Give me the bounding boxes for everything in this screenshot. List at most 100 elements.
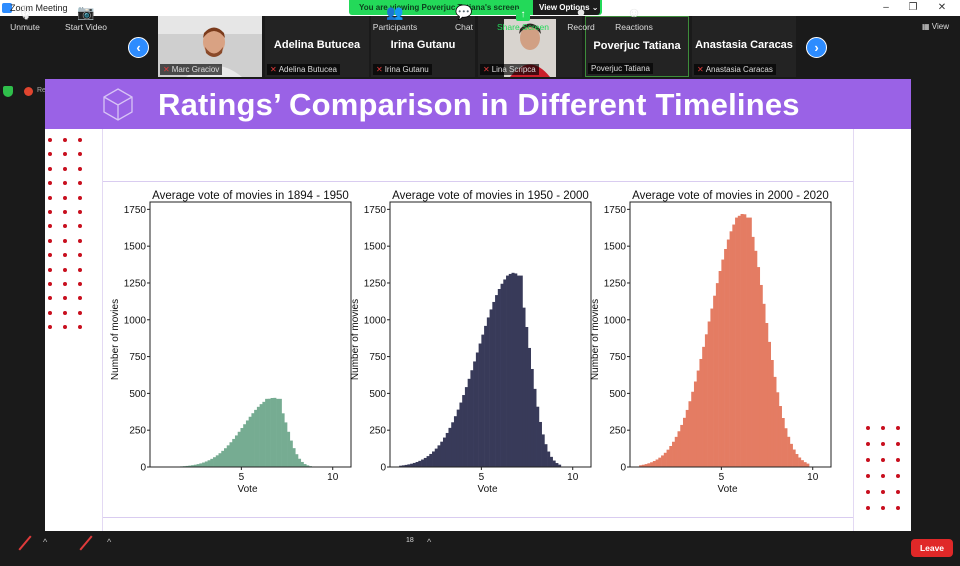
histogram-bar [423,457,427,467]
decorative-dot [63,152,67,157]
participant-video-feed [158,16,262,77]
maximize-button[interactable]: ❐ [908,2,918,13]
participant-tile[interactable]: Anastasia Caracas ✕ Anastasia Caracas [692,16,796,77]
plot-frame [149,201,352,468]
histogram-bar [265,398,269,467]
histogram-bar [196,464,200,467]
histogram-bar [303,464,307,467]
start-video-button[interactable]: 📷 Start Video [60,2,112,34]
histogram-bar [644,464,648,467]
decorative-dot [881,474,885,478]
histogram-bar [426,456,430,467]
decorative-dot [78,267,82,272]
histogram-bar [440,441,444,467]
y-tick-label: 1500 [604,242,627,253]
histogram-bar [789,443,793,467]
chat-button[interactable]: 💬 Chat [448,2,480,34]
participant-tile[interactable]: Irina Gutanu ✕ Irina Gutanu [371,16,475,77]
histogram-bar [234,435,239,467]
histogram-bar [213,457,217,467]
histogram-bar [773,376,777,467]
participant-tile[interactable]: Adelina Butucea ✕ Adelina Butucea [265,16,369,77]
participant-name-tag: ✕ Irina Gutanu [373,64,432,75]
close-button[interactable]: ✕ [937,2,947,13]
view-layout-button[interactable]: ▦ View [922,22,949,31]
histogram-bar [798,457,802,467]
histogram-bar [751,236,755,467]
leave-meeting-button[interactable]: Leave [911,539,953,557]
histogram-bar [432,451,436,467]
chart-title: Average vote of movies in 2000 - 2020 [632,190,829,202]
y-tick-label: 1250 [364,278,387,289]
histogram-bar [778,406,782,467]
decorative-dot [63,181,67,186]
histogram-bar [756,267,761,467]
histogram-bar [232,438,236,467]
histogram-bar [746,217,750,467]
histogram-bar [743,214,747,467]
histogram-bar [401,465,405,467]
histogram-bar [484,325,488,467]
reactions-button[interactable]: ☺ Reactions [614,2,654,34]
share-screen-button[interactable]: ↑ Share Screen [496,2,550,34]
video-options-caret-icon[interactable]: ^ [107,537,112,547]
histogram-bar [276,398,280,467]
histogram-bar [737,215,741,467]
histogram-bar [688,401,692,467]
decorative-dot [63,296,67,301]
histogram-bar [278,398,282,467]
histogram-bar [267,398,271,467]
decorative-dot [866,442,870,446]
participants-options-caret-icon[interactable]: ^ [427,537,432,547]
histogram-bar [495,295,499,467]
histogram-bar [522,307,526,467]
participant-name-tag: ✕ Lina Scripca [480,64,539,75]
participants-button[interactable]: 👥 Participants [370,2,420,34]
histogram-bar [210,458,214,467]
participant-name-tag: ✕ Adelina Butucea [267,64,340,75]
minimize-button[interactable]: – [883,2,889,13]
window-title: Zoom Meeting [10,3,68,13]
decorative-dot [881,458,885,462]
view-options-button[interactable]: View Options ⌄ [533,0,600,15]
gallery-next-arrow-icon[interactable]: › [806,37,827,58]
histogram-charts: Average vote of movies in 1894 - 1950 0 25… [110,190,832,494]
histogram-bar [699,358,703,467]
histogram-bar [549,456,553,467]
histogram-bar [707,321,711,467]
decorative-dot [48,296,52,301]
participant-tile-active-speaker[interactable]: Poverjuc Tatiana Poverjuc Tatiana [585,16,689,77]
histogram-bar [289,440,293,467]
decorative-dot [48,181,52,186]
histogram-bar [655,459,659,467]
histogram-bar [287,431,291,467]
slide-header-bar: Ratings’ Comparison in Different Timelin… [45,79,911,129]
histogram-bar [680,424,684,467]
plot-frame [389,201,592,468]
unmute-button[interactable]: 🎙 Unmute [6,2,44,34]
participant-tile[interactable]: ✕ Marc Graciov [158,16,262,77]
decorative-dot [48,238,52,243]
histogram-bar [418,460,422,467]
record-button[interactable]: ⏺ Record [564,2,598,34]
gallery-prev-arrow-icon[interactable]: ‹ [128,37,149,58]
histogram-bar [202,462,206,467]
histogram-bar [451,422,455,467]
histogram-bar [729,231,733,467]
decorative-dot [881,506,885,510]
y-tick-label: 1000 [364,315,387,326]
histogram-bar [784,428,788,467]
participant-tile[interactable]: ✕ Lina Scripca [478,16,582,77]
participant-name-tag: ✕ Marc Graciov [160,64,223,75]
decorative-dot [866,426,870,430]
histogram-bar [718,271,722,467]
reactions-label: Reactions [615,22,653,32]
audio-options-caret-icon[interactable]: ^ [43,537,48,547]
histogram-bar [547,451,551,467]
chart-title: Average vote of movies in 1894 - 1950 [152,190,349,202]
decorative-dot [78,181,82,186]
histogram-bar [516,275,521,467]
security-shield-icon[interactable] [3,86,13,97]
histogram-bar [792,449,796,467]
y-tick-label: 250 [609,426,626,437]
